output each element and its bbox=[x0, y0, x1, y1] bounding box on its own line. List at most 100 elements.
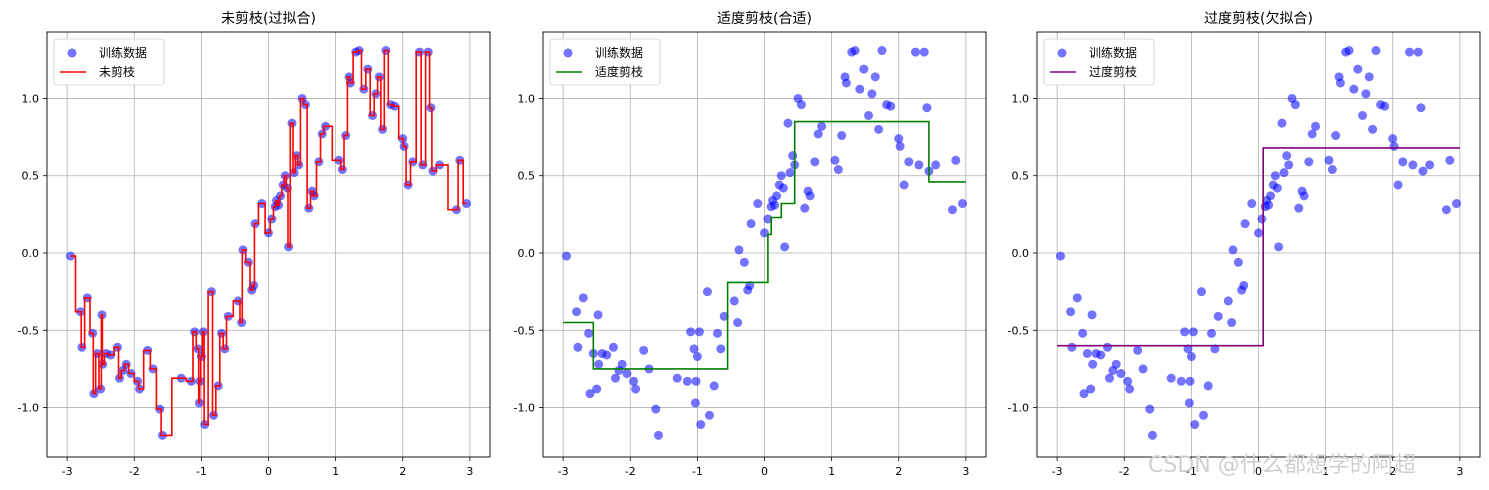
data-point bbox=[462, 199, 472, 209]
x-tick-label: 3 bbox=[962, 465, 969, 478]
data-point bbox=[629, 376, 639, 386]
data-point bbox=[1388, 134, 1398, 144]
data-point bbox=[1240, 219, 1250, 229]
data-point bbox=[837, 131, 847, 141]
data-point bbox=[1166, 373, 1176, 383]
legend-point-marker bbox=[67, 48, 77, 58]
data-point bbox=[713, 328, 723, 338]
data-point bbox=[788, 151, 798, 161]
data-point bbox=[1290, 100, 1300, 110]
axes-frame bbox=[46, 31, 491, 458]
data-point bbox=[608, 342, 618, 352]
data-point bbox=[672, 373, 682, 383]
x-tick-label: -3 bbox=[1052, 465, 1063, 478]
grid bbox=[543, 32, 986, 457]
legend-box bbox=[549, 38, 661, 86]
data-point bbox=[651, 404, 661, 414]
data-point bbox=[1270, 171, 1280, 181]
data-point bbox=[899, 180, 909, 190]
y-tick-label: -0.5 bbox=[1008, 324, 1029, 337]
data-point bbox=[694, 327, 704, 337]
y-tick-label: -0.5 bbox=[18, 324, 39, 337]
ticks: -3 -2 -1 0 1 2 3 -1.0 -0.5 0.0 0.5 1.0 bbox=[18, 92, 474, 478]
subplot-title: 过度剪枝(欠拟合) bbox=[1204, 11, 1313, 27]
data-point bbox=[1284, 160, 1294, 170]
legend-points-label: 训练数据 bbox=[595, 45, 643, 60]
data-point bbox=[776, 171, 786, 181]
data-point bbox=[753, 199, 763, 209]
data-point bbox=[1294, 203, 1304, 213]
data-point bbox=[1266, 191, 1276, 201]
data-point bbox=[1416, 103, 1426, 113]
data-point bbox=[1371, 46, 1381, 56]
y-tick-label: 1.0 bbox=[518, 92, 536, 105]
x-tick-label: 0 bbox=[265, 465, 272, 478]
watermark-text: CSDN @什么都想学的阿超 bbox=[1148, 453, 1416, 478]
data-point bbox=[696, 420, 706, 430]
data-point bbox=[1087, 310, 1097, 320]
y-tick-label: 0.5 bbox=[22, 170, 40, 183]
data-point bbox=[947, 205, 957, 215]
data-point bbox=[1233, 257, 1243, 267]
data-point bbox=[734, 245, 744, 255]
data-point bbox=[1393, 180, 1403, 190]
data-point bbox=[585, 389, 595, 399]
data-point bbox=[1186, 352, 1196, 362]
x-tick-label: 1 bbox=[332, 465, 339, 478]
data-point bbox=[833, 165, 843, 175]
data-point bbox=[702, 287, 712, 297]
data-point bbox=[709, 381, 719, 391]
data-point bbox=[1277, 118, 1287, 128]
data-point bbox=[1389, 141, 1399, 151]
data-point bbox=[691, 376, 701, 386]
x-tick-label: 0 bbox=[1255, 465, 1262, 478]
data-point bbox=[1380, 101, 1390, 111]
legend-points-label: 训练数据 bbox=[1089, 45, 1137, 60]
data-point bbox=[770, 200, 780, 210]
data-point bbox=[1176, 376, 1186, 386]
legend-point-marker bbox=[1057, 48, 1067, 58]
y-tick-label: -0.5 bbox=[514, 324, 535, 337]
data-point bbox=[602, 350, 612, 360]
data-point bbox=[610, 373, 620, 383]
data-point bbox=[561, 251, 571, 261]
data-point bbox=[1180, 327, 1190, 337]
data-point bbox=[1185, 376, 1195, 386]
data-point bbox=[796, 100, 806, 110]
ticks: -3 -2 -1 0 1 2 3 -1.0 -0.5 0.0 0.5 1.0 bbox=[1008, 92, 1464, 478]
data-point bbox=[800, 203, 810, 213]
data-point bbox=[780, 242, 790, 252]
y-tick-label: 0.5 bbox=[1012, 170, 1030, 183]
data-point bbox=[716, 344, 726, 354]
legend bbox=[53, 38, 165, 86]
data-point bbox=[1147, 430, 1157, 440]
data-point bbox=[859, 64, 869, 74]
data-point bbox=[689, 344, 699, 354]
legend-box bbox=[53, 38, 165, 86]
data-point bbox=[1190, 420, 1200, 430]
data-point bbox=[1102, 342, 1112, 352]
x-tick-label: -1 bbox=[692, 465, 703, 478]
data-point bbox=[830, 155, 840, 165]
data-point bbox=[1257, 214, 1267, 224]
data-point bbox=[1116, 369, 1126, 379]
y-tick-label: 0.0 bbox=[518, 247, 536, 260]
data-point bbox=[1445, 155, 1455, 165]
data-point bbox=[1133, 345, 1143, 355]
data-point bbox=[1227, 318, 1237, 328]
data-point bbox=[1418, 166, 1428, 176]
legend-point-marker bbox=[563, 48, 573, 58]
subplot-moderate-pruning: -3 -2 -1 0 1 2 3 -1.0 -0.5 0.0 0.5 1.0 适度剪枝(合适) 训练数… bbox=[514, 11, 987, 478]
grid bbox=[1037, 32, 1480, 457]
scatter-series bbox=[561, 46, 968, 440]
x-tick-label: 2 bbox=[895, 465, 902, 478]
data-point bbox=[1188, 327, 1198, 337]
data-point bbox=[1207, 328, 1217, 338]
data-point bbox=[1364, 72, 1374, 82]
data-point bbox=[686, 327, 696, 337]
data-point bbox=[1331, 131, 1341, 141]
data-point bbox=[864, 110, 874, 120]
data-point bbox=[1067, 342, 1077, 352]
data-point bbox=[617, 359, 627, 369]
data-point bbox=[690, 398, 700, 408]
